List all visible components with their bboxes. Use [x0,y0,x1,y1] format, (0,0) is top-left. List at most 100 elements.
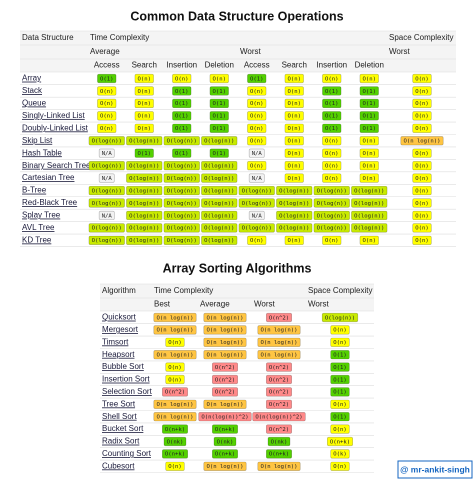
complexity-badge [330,424,350,434]
complexity-badge [238,223,275,233]
complexity-badge [198,412,252,422]
complexity-badge [203,461,247,471]
row-name[interactable]: Cubesort [102,461,135,470]
complexity-badge [163,223,200,233]
complexity-label: O(n log(n)) [206,464,243,470]
row-name[interactable]: Counting Sort [102,449,152,458]
complexity-label: O(1) [333,365,346,371]
row-name[interactable]: Binary Search Tree [22,161,91,170]
complexity-badge [265,362,292,372]
complexity-badge [257,350,301,360]
complexity-label: O(n+k) [165,452,185,458]
row-name[interactable]: Shell Sort [102,412,137,421]
complexity-label: O(log(n)) [204,238,234,244]
complexity-label: O(n) [175,76,188,82]
complexity-label: N/A [102,176,113,182]
row-name[interactable]: Bubble Sort [102,362,145,371]
complexity-label: O(n+k) [269,452,289,458]
complexity-badge [330,325,350,335]
row-name[interactable]: Hash Table [22,148,62,157]
header-row [100,284,374,298]
complexity-badge [284,111,304,121]
header-cell: Access [244,61,270,70]
row-name[interactable]: Bucket Sort [102,424,144,433]
row-name[interactable]: Tree Sort [102,399,136,408]
complexity-label: O(n log(n)) [206,315,243,321]
row-name[interactable]: Stack [22,86,43,95]
complexity-label: O(n) [250,139,263,145]
complexity-label: N/A [102,151,113,157]
row-name[interactable]: Selection Sort [102,387,153,396]
complexity-label: O(log(n)) [325,315,355,321]
complexity-badge [97,86,117,96]
complexity-badge [265,424,292,434]
header-cell: Worst [308,300,330,309]
row-name[interactable]: Cartesian Tree [22,173,75,182]
row-name[interactable]: KD Tree [22,235,52,244]
row-name[interactable]: Array [22,74,41,83]
complexity-badge [97,111,117,121]
complexity-badge [238,185,275,196]
row-name[interactable]: Heapsort [102,350,135,359]
complexity-label: O(n) [250,114,263,120]
row-name[interactable]: Insertion Sort [102,375,150,384]
complexity-badge [163,173,200,183]
row-name[interactable]: AVL Tree [22,223,55,232]
complexity-badge [134,98,154,108]
complexity-label: O(log(n)) [242,226,272,232]
row-name[interactable]: Queue [22,99,47,108]
complexity-label: O(log(n)) [129,139,159,145]
complexity-label: O(n) [138,126,151,132]
row-name[interactable]: Skip List [22,136,53,145]
complexity-label: O(log(n)) [317,188,347,194]
complexity-badge [322,148,342,158]
complexity-badge [126,235,163,245]
complexity-badge [88,161,125,171]
complexity-label: O(n) [288,76,301,82]
complexity-label: O(1) [100,76,113,82]
complexity-badge [313,185,350,196]
complexity-label: O(n) [100,126,113,132]
complexity-badge [201,173,238,183]
complexity-label: N/A [102,213,113,219]
complexity-label: O(n) [415,151,428,157]
complexity-badge [172,148,192,158]
complexity-label: O(1) [333,390,346,396]
row-name[interactable]: Radix Sort [102,437,140,446]
row-name[interactable]: Mergesort [102,325,139,334]
complexity-label: O(n) [100,114,113,120]
header-row [20,59,456,72]
complexity-badge [247,73,267,84]
complexity-label: O(n) [288,238,301,244]
complexity-label: O(1) [333,377,346,383]
complexity-badge [165,362,185,372]
header-cell: Algorithm [102,286,136,295]
row-name[interactable]: Timsort [102,337,129,346]
complexity-badge [412,98,432,108]
complexity-badge [359,123,379,133]
complexity-label: O(log(n)) [204,188,234,194]
complexity-badge [203,350,247,360]
header-cell: Insertion [166,61,197,70]
complexity-badge [359,173,379,183]
complexity-label: O(n+k) [215,427,235,433]
complexity-badge [172,98,192,108]
complexity-badge [359,73,379,84]
row-name[interactable]: Doubly-Linked List [22,123,89,132]
complexity-badge [330,387,350,397]
complexity-label: O(log(n)) [92,226,122,232]
row-name[interactable]: Singly-Linked List [22,111,85,120]
row-name[interactable]: Quicksort [102,313,137,322]
complexity-label: O(1) [325,126,338,132]
complexity-badge [252,412,306,422]
row-name[interactable]: Red-Black Tree [22,198,78,207]
complexity-label: O(log(n)) [354,213,384,219]
header-cell: Time Complexity [90,33,149,42]
row-name[interactable]: B-Tree [22,186,47,195]
complexity-badge [98,173,115,183]
header-cell: Access [94,61,120,70]
complexity-badge [153,399,197,409]
complexity-badge [201,210,238,221]
row-name[interactable]: Splay Tree [22,211,61,220]
complexity-badge [359,98,379,108]
